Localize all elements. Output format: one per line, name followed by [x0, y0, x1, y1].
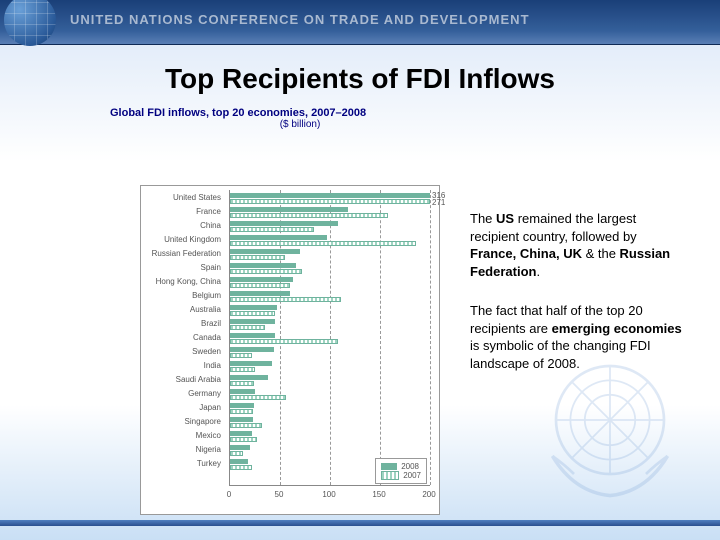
bar-2008	[230, 319, 275, 324]
bar-2007	[230, 325, 265, 330]
bar-2007	[230, 381, 254, 386]
x-tick-label: 50	[275, 490, 284, 499]
legend-label: 2007	[403, 471, 421, 480]
bar-2007	[230, 311, 275, 316]
legend-swatch	[381, 471, 399, 480]
bar-2007	[230, 269, 302, 274]
bar-2008	[230, 263, 296, 268]
text-bold: US	[496, 211, 514, 226]
bar-2007	[230, 255, 285, 260]
text: The	[470, 211, 496, 226]
chart-units: ($ billion)	[110, 119, 490, 130]
overflow-label-2007: 271	[432, 198, 445, 207]
category-label: India	[204, 361, 221, 370]
bar-2008	[230, 445, 250, 450]
category-label: Mexico	[196, 431, 221, 440]
category-label: Japan	[199, 403, 221, 412]
bar-2007	[230, 465, 252, 470]
category-label: Saudi Arabia	[176, 375, 221, 384]
x-tick-label: 150	[372, 490, 385, 499]
bar-2007	[230, 227, 314, 232]
legend-label: 2008	[401, 462, 419, 471]
bar-2008	[230, 375, 268, 380]
bar-2007	[230, 213, 388, 218]
bar-2008	[230, 361, 272, 366]
bar-2008	[230, 417, 253, 422]
text: & the	[582, 246, 620, 261]
category-label: Singapore	[185, 417, 221, 426]
bar-2008	[230, 193, 430, 198]
slide: UNITED NATIONS CONFERENCE ON TRADE AND D…	[0, 0, 720, 540]
legend-item: 2008	[381, 462, 421, 471]
bar-2007	[230, 367, 255, 372]
bar-2008	[230, 249, 300, 254]
commentary-para-2: The fact that half of the top 20 recipie…	[470, 302, 685, 372]
slide-title: Top Recipients of FDI Inflows	[0, 63, 720, 95]
bar-2007	[230, 409, 253, 414]
bar-2008	[230, 221, 338, 226]
x-tick-label: 0	[227, 490, 231, 499]
category-label: China	[200, 221, 221, 230]
x-axis-labels: 0 50 100 150 200	[229, 490, 433, 504]
header-bar: UNITED NATIONS CONFERENCE ON TRADE AND D…	[0, 0, 720, 45]
category-label: Turkey	[197, 459, 221, 468]
globe-icon	[4, 0, 56, 46]
bar-2007	[230, 241, 416, 246]
text: .	[536, 264, 540, 279]
category-label: United Kingdom	[164, 235, 221, 244]
commentary-para-1: The US remained the largest recipient co…	[470, 210, 685, 280]
bar-2008	[230, 431, 252, 436]
category-label: Belgium	[192, 291, 221, 300]
chart-subtitle: Global FDI inflows, top 20 economies, 20…	[110, 107, 720, 119]
category-label: Nigeria	[196, 445, 221, 454]
legend-swatch	[381, 463, 397, 470]
bar-2007	[230, 451, 243, 456]
bar-2007	[230, 199, 430, 204]
text-bold: emerging economies	[552, 321, 682, 336]
bar-2007	[230, 395, 286, 400]
category-label: Canada	[193, 333, 221, 342]
category-label: Spain	[201, 263, 221, 272]
category-label: France	[196, 207, 221, 216]
bar-2008	[230, 207, 348, 212]
bar-2008	[230, 235, 327, 240]
bar-2007	[230, 423, 262, 428]
gridline	[430, 190, 431, 485]
text-bold: France, China, UK	[470, 246, 582, 261]
bar-2008	[230, 291, 290, 296]
x-tick-label: 200	[422, 490, 435, 499]
bar-2008	[230, 459, 248, 464]
plot-area: 316271	[229, 190, 430, 486]
legend: 20082007	[375, 458, 427, 484]
bar-2007	[230, 437, 257, 442]
legend-item: 2007	[381, 471, 421, 480]
bar-chart: United States France China United Kingdom Ru…	[140, 185, 440, 515]
commentary: The US remained the largest recipient co…	[470, 210, 685, 394]
bar-2008	[230, 277, 293, 282]
text: is symbolic of the changing FDI landscap…	[470, 338, 651, 371]
category-label: Sweden	[192, 347, 221, 356]
bar-2007	[230, 339, 338, 344]
bar-2008	[230, 347, 274, 352]
bar-2008	[230, 403, 254, 408]
category-label: Australia	[190, 305, 221, 314]
category-label: United States	[173, 193, 221, 202]
category-label: Russian Federation	[152, 249, 221, 258]
bar-2007	[230, 283, 290, 288]
footer-divider	[0, 520, 720, 526]
category-label: Germany	[188, 389, 221, 398]
gridline	[330, 190, 331, 485]
bar-2008	[230, 333, 275, 338]
bar-2007	[230, 353, 252, 358]
category-label: Hong Kong, China	[156, 277, 221, 286]
x-tick-label: 100	[322, 490, 335, 499]
gridline	[380, 190, 381, 485]
header-title: UNITED NATIONS CONFERENCE ON TRADE AND D…	[70, 12, 530, 27]
category-label: Brazil	[201, 319, 221, 328]
bar-2007	[230, 297, 341, 302]
bar-2008	[230, 305, 277, 310]
bar-2008	[230, 389, 255, 394]
